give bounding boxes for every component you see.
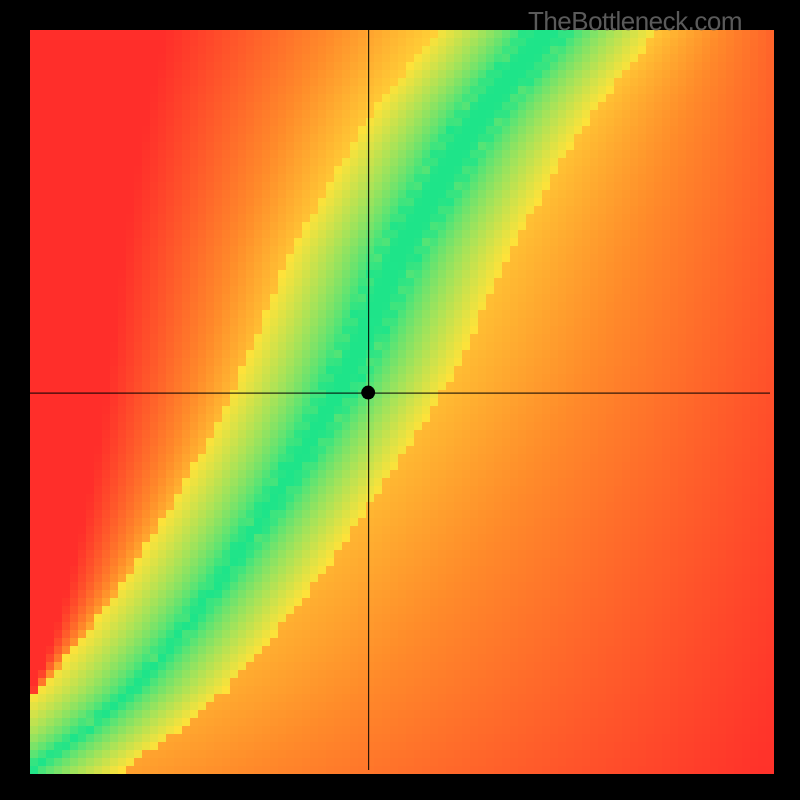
chart-container: TheBottleneck.com <box>0 0 800 800</box>
watermark-text: TheBottleneck.com <box>528 6 742 37</box>
heatmap-canvas <box>0 0 800 800</box>
